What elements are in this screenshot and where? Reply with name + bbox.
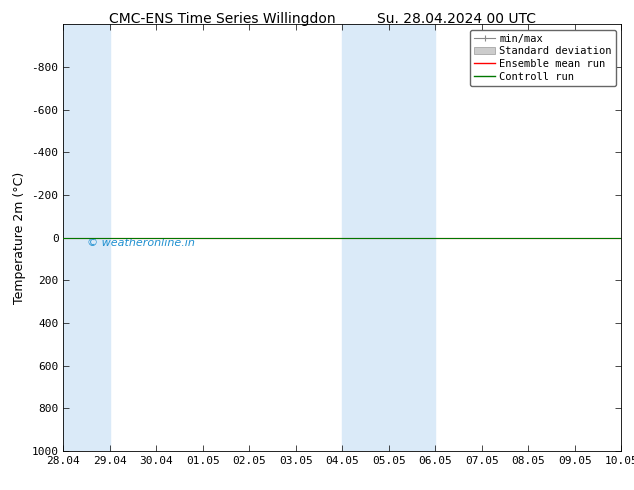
Bar [63, 24, 110, 451]
Legend: min/max, Standard deviation, Ensemble mean run, Controll run: min/max, Standard deviation, Ensemble me… [470, 30, 616, 86]
Bar [389, 24, 436, 451]
Text: © weatheronline.in: © weatheronline.in [87, 238, 195, 247]
Bar [342, 24, 389, 451]
Text: CMC-ENS Time Series Willingdon: CMC-ENS Time Series Willingdon [108, 12, 335, 26]
Text: Su. 28.04.2024 00 UTC: Su. 28.04.2024 00 UTC [377, 12, 536, 26]
Y-axis label: Temperature 2m (°C): Temperature 2m (°C) [13, 172, 26, 304]
